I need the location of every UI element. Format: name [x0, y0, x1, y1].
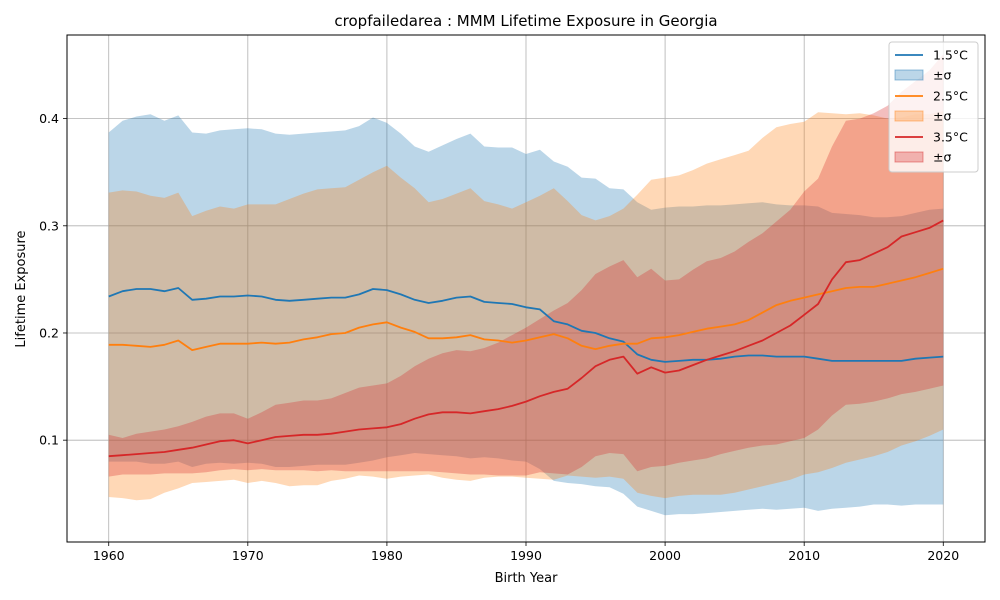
x-tick-label: 2000 [649, 548, 681, 563]
legend-label: 3.5°C [933, 130, 968, 145]
lines [108, 219, 944, 458]
x-axis-label: Birth Year [495, 571, 559, 586]
band-series-1 [108, 114, 944, 516]
x-tick-label: 1970 [232, 548, 264, 563]
chart-title: cropfailedarea : MMM Lifetime Exposure i… [334, 12, 717, 30]
legend-label: 2.5°C [933, 89, 968, 104]
y-tick-label: 0.4 [39, 111, 59, 126]
legend-box [888, 41, 979, 173]
y-tick-label: 0.3 [39, 218, 59, 233]
grid [67, 35, 985, 542]
legend-band-label: ±σ [933, 150, 951, 165]
x-tick-label: 1960 [93, 548, 125, 563]
bands [108, 54, 944, 516]
legend-band-label: ±σ [933, 109, 951, 124]
legend-band-label: ±σ [933, 68, 951, 83]
x-tick-label: 1990 [510, 548, 542, 563]
band-series-3 [108, 54, 944, 477]
x-tick-label: 1980 [371, 548, 403, 563]
y-tick-label: 0.1 [39, 433, 59, 448]
y-tick-label: 0.2 [39, 325, 59, 340]
line-series-2 [108, 267, 944, 352]
x-tick-label: 2020 [927, 548, 959, 563]
y-axis-label: Lifetime Exposure [14, 230, 29, 347]
x-axis: 1960 1970 1980 1990 2000 2010 2020 [93, 542, 959, 563]
line-series-1 [108, 287, 944, 363]
legend-band-swatch [894, 69, 924, 81]
band-series-2 [108, 111, 944, 501]
x-tick-label: 2010 [788, 548, 820, 563]
line-series-3 [108, 219, 944, 458]
legend-label: 1.5°C [933, 48, 968, 63]
legend: 1.5°C ±σ 2.5°C ±σ 3.5°C ±σ [888, 41, 979, 173]
y-axis: 0.1 0.2 0.3 0.4 [39, 111, 67, 448]
legend-band-swatch [894, 151, 924, 163]
legend-band-swatch [894, 110, 924, 122]
